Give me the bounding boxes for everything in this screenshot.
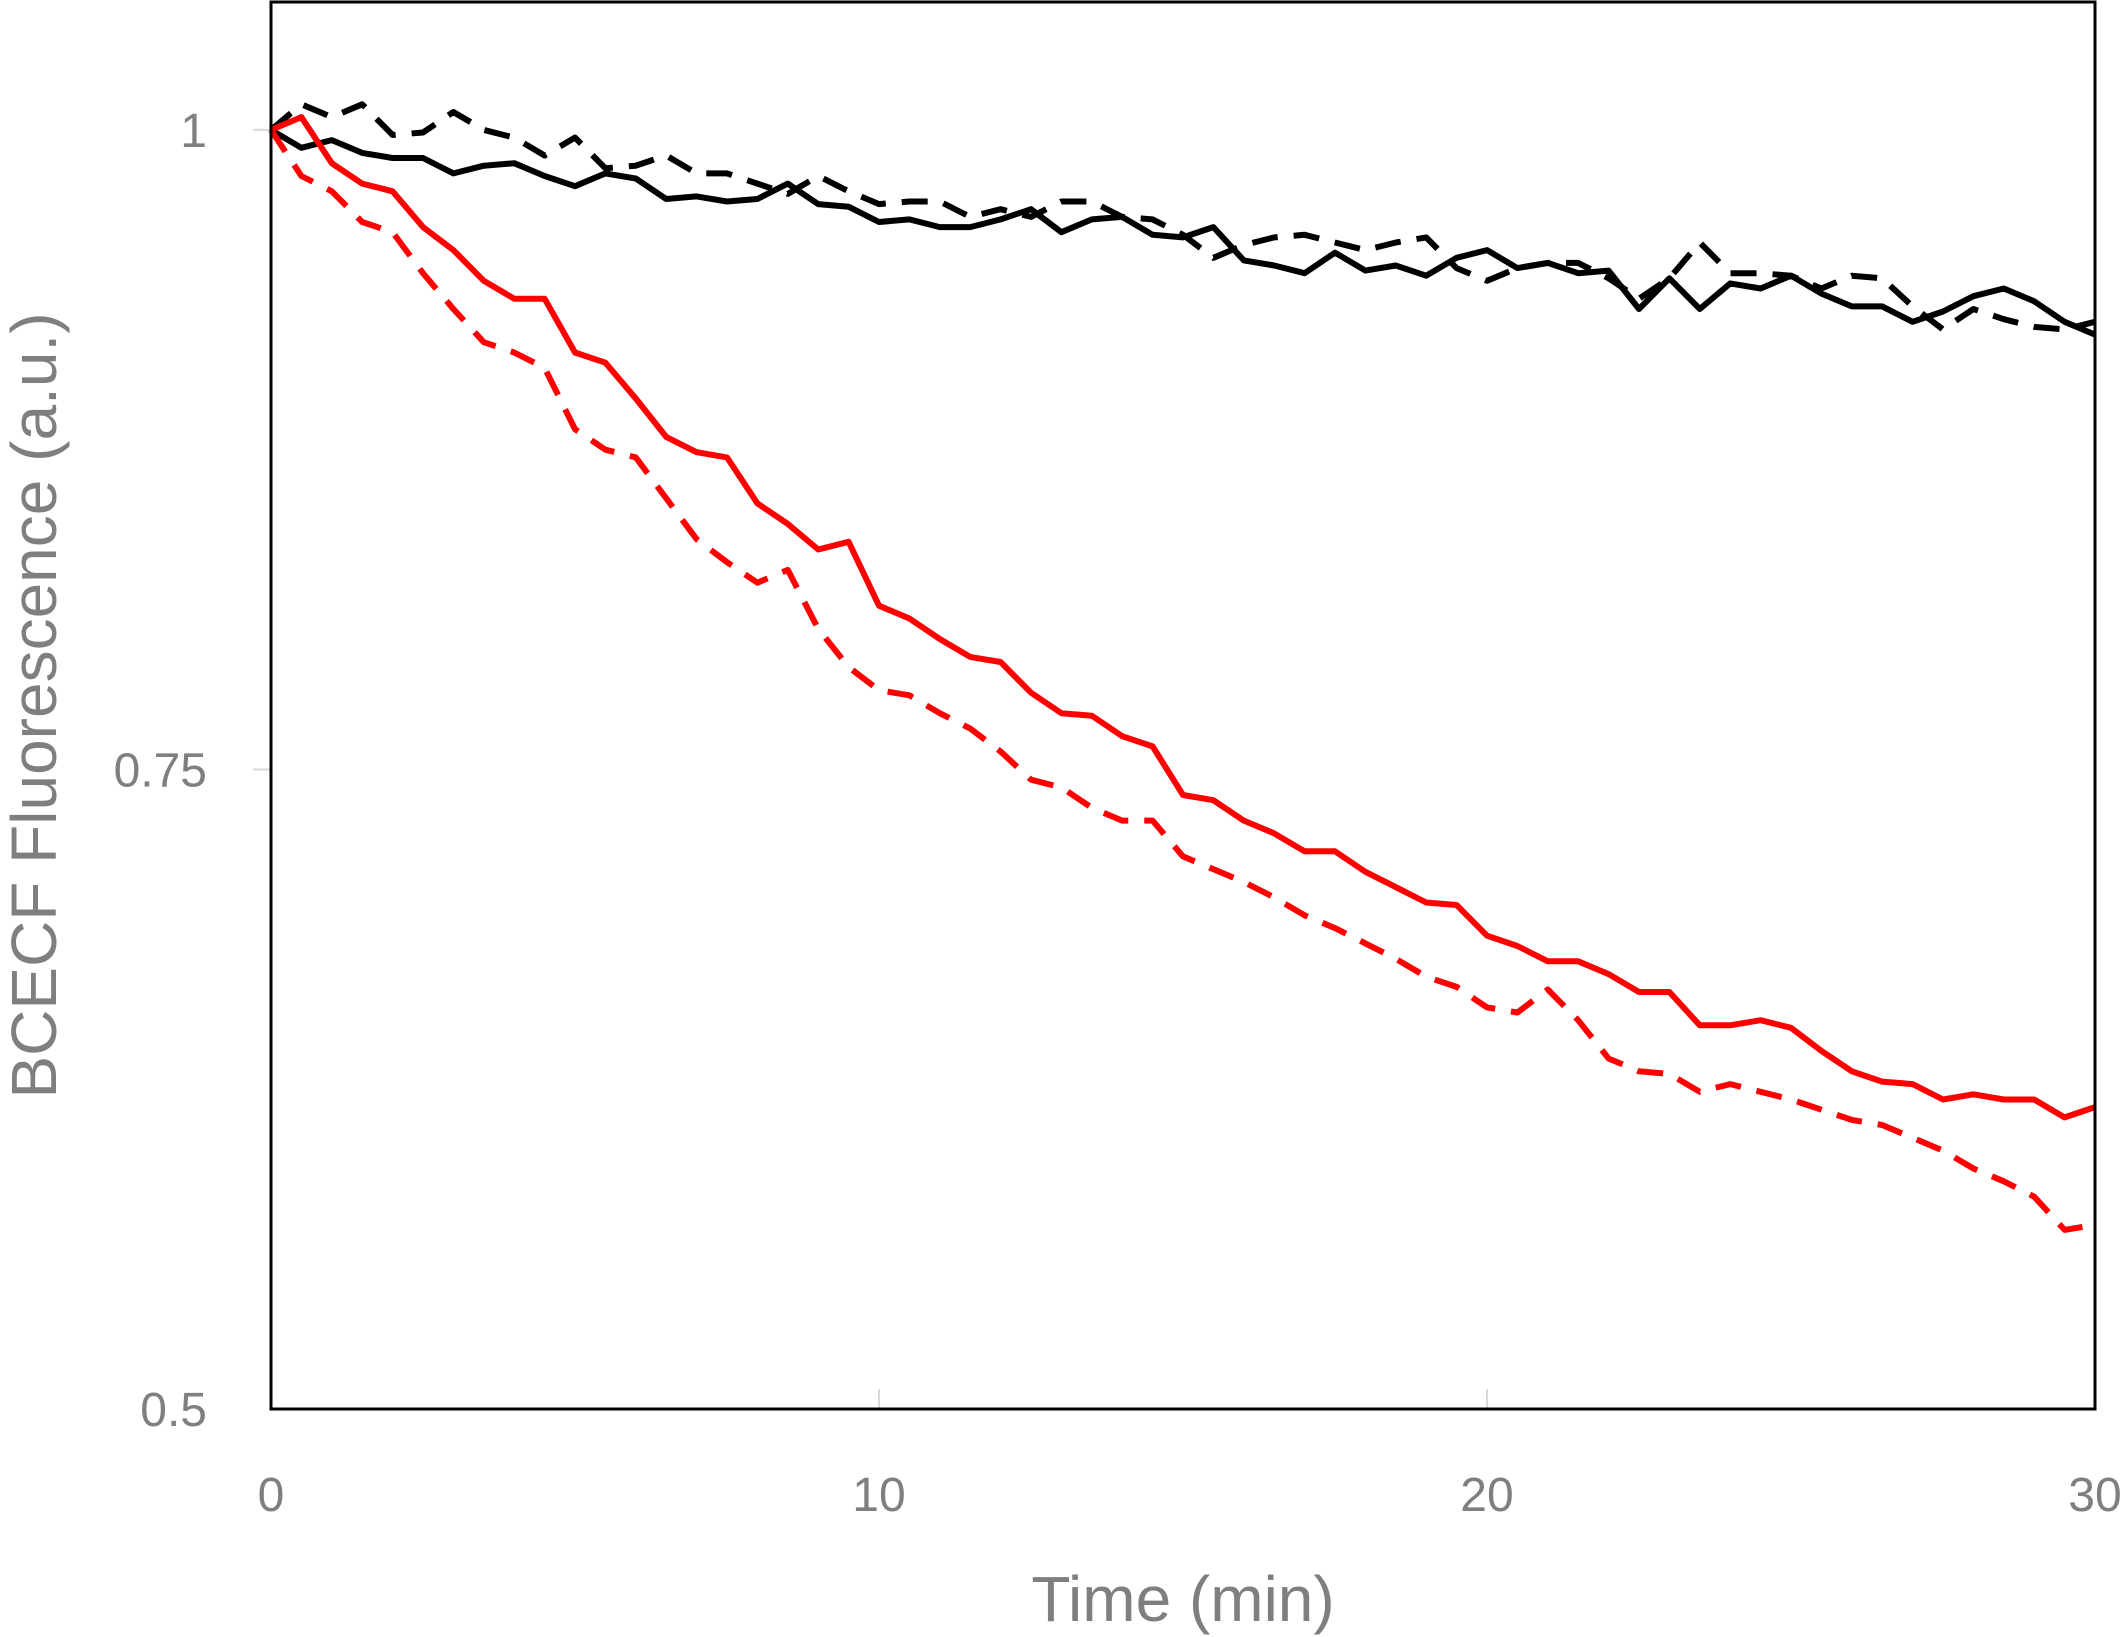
- x-tick-label: 10: [852, 1469, 905, 1522]
- y-axis-title: BCECF Fluorescence (a.u.): [0, 312, 70, 1098]
- series-line-3: [268, 128, 2096, 1233]
- x-tick-label: 0: [258, 1469, 285, 1522]
- x-tick-label: 30: [2068, 1469, 2121, 1522]
- y-tick-label: 0.5: [140, 1384, 207, 1437]
- y-axis-tick-labels: 0.5 0.75 1: [114, 105, 207, 1437]
- x-axis-tick-labels: 0 10 20 30: [258, 1469, 2122, 1522]
- series-line-2: [269, 127, 2097, 338]
- series-layer: [268, 101, 2097, 1233]
- y-tick-label: 0.75: [114, 744, 207, 797]
- y-tick-label: 1: [180, 105, 207, 158]
- series-line-4: [269, 114, 2096, 1121]
- x-tick-label: 20: [1460, 1469, 1513, 1522]
- plot-area-frame: [269, 0, 2097, 1411]
- x-axis-title: Time (min): [1031, 1563, 1334, 1635]
- tick-marks: [253, 128, 1488, 1409]
